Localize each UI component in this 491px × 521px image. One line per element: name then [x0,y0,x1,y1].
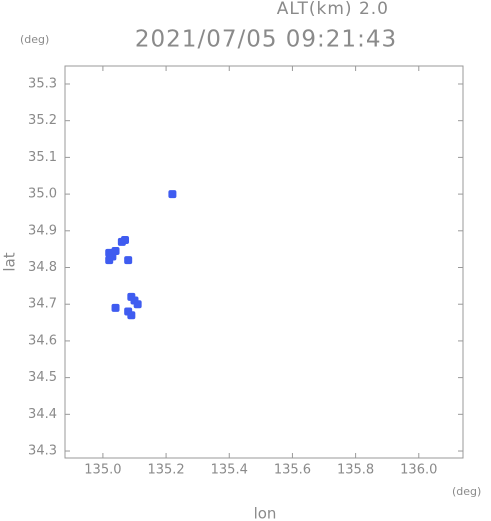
echo-cell [111,303,120,312]
y-tick-label: 34.7 [28,297,57,312]
y-tick-label: 34.5 [28,370,57,385]
echo-cell [105,256,114,265]
x-tick-label: 135.8 [337,463,374,478]
x-tick-label: 135.2 [147,463,184,478]
y-unit: (deg) [20,33,49,46]
y-tick-label: 35.3 [28,76,57,91]
y-tick-label: 34.6 [28,333,57,348]
y-tick-label: 35.2 [28,113,57,128]
x-tick-label: 135.4 [211,463,248,478]
echo-cell [121,235,130,244]
x-tick-label: 135.6 [274,463,311,478]
x-unit: (deg) [452,485,481,498]
plot-frame [64,65,464,459]
y-tick-label: 34.4 [28,407,57,422]
y-tick-label: 34.8 [28,260,57,275]
x-axis-label: lon [254,505,277,521]
x-tick-label: 136.0 [400,463,437,478]
echo-cell [111,246,120,255]
y-axis-label: lat [1,252,19,271]
y-tick-label: 34.9 [28,223,57,238]
y-tick-label: 35.0 [28,187,57,202]
echo-cell [127,311,136,320]
y-tick-label: 34.3 [28,444,57,459]
echo-cell [133,300,142,309]
x-tick-label: 135.0 [84,463,121,478]
echo-cell [124,256,133,265]
y-tick-label: 35.1 [28,150,57,165]
altitude-label: ALT(km) 2.0 [277,0,389,19]
chart-title: 2021/07/05 09:21:43 [135,27,397,53]
echo-cell [168,190,177,199]
